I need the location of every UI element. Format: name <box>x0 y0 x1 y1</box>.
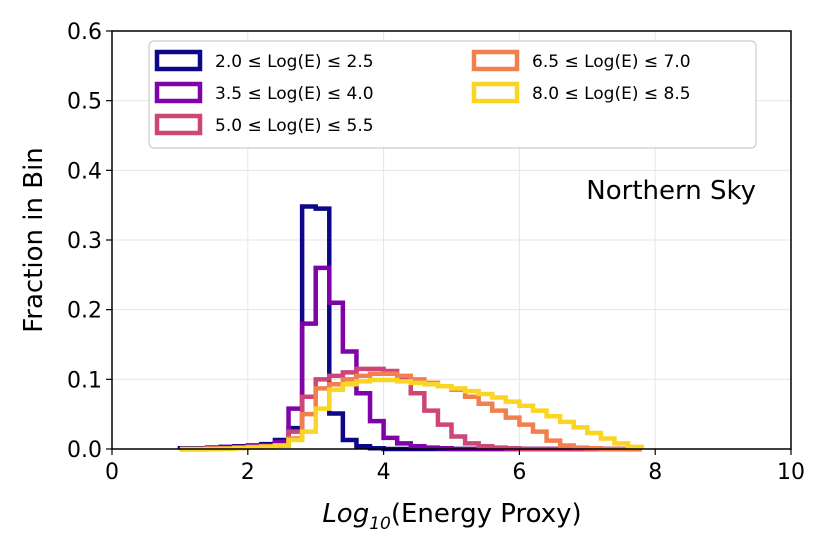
x-tick-label: 6 <box>512 460 526 485</box>
x-axis-label-rest: (Energy Proxy) <box>391 499 582 529</box>
histogram-series-1 <box>177 204 642 452</box>
histogram-series <box>177 204 644 452</box>
x-tick-label: 2 <box>241 460 255 485</box>
legend-label: 6.5 ≤ Log(E) ≤ 7.0 <box>532 52 691 72</box>
legend-label: 2.0 ≤ Log(E) ≤ 2.5 <box>215 52 374 72</box>
x-tick-label: 4 <box>377 460 391 485</box>
x-axis-label-subscript: 10 <box>369 514 391 534</box>
x-tick-label: 8 <box>648 460 662 485</box>
x-axis-label-base: Log <box>322 499 369 529</box>
legend-swatch <box>471 49 520 72</box>
legend-swatch <box>154 81 203 104</box>
legend: 2.0 ≤ Log(E) ≤ 2.5 3.5 ≤ Log(E) ≤ 4.0 5.0 … <box>148 40 757 149</box>
northern-sky-annotation: Northern Sky <box>586 176 756 206</box>
legend-swatch <box>154 49 203 72</box>
histogram-series-5 <box>179 377 644 452</box>
legend-swatch <box>154 113 203 136</box>
y-tick-label: 0.2 <box>67 299 102 324</box>
y-tick-label: 0.1 <box>67 368 102 393</box>
legend-label: 8.0 ≤ Log(E) ≤ 8.5 <box>532 84 691 104</box>
y-tick-label: 0.6 <box>67 20 102 45</box>
legend-label: 5.0 ≤ Log(E) ≤ 5.5 <box>215 116 374 136</box>
x-tick-label: 0 <box>105 460 119 485</box>
axis-ticks: 0 2 4 6 8 10 0.0 0.1 0.2 0.3 0.4 0.5 0.6 <box>67 20 805 485</box>
legend-box <box>148 40 757 149</box>
y-tick-label: 0.0 <box>67 438 102 463</box>
y-axis-label: Fraction in Bin <box>19 147 49 333</box>
legend-label: 3.5 ≤ Log(E) ≤ 4.0 <box>215 84 374 104</box>
x-tick-label: 10 <box>777 460 805 485</box>
y-tick-label: 0.5 <box>67 90 102 115</box>
y-tick-label: 0.4 <box>67 159 102 184</box>
y-tick-label: 0.3 <box>67 229 102 254</box>
legend-swatch <box>471 81 520 104</box>
x-axis-label: Log10(Energy Proxy) <box>322 499 581 534</box>
